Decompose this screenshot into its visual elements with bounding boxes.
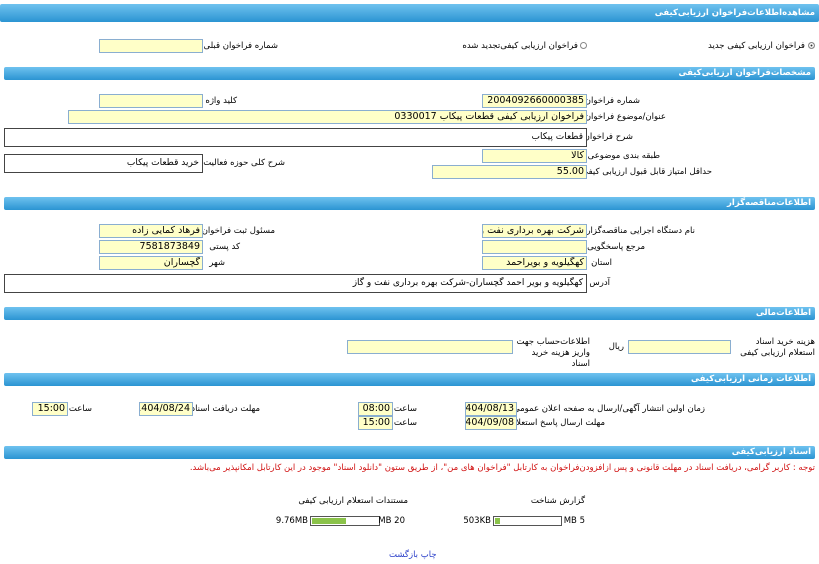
input: گچساران <box>99 256 203 270</box>
field-label: حداقل امتیاز قابل قبول ارزیابی کیفی <box>581 167 712 177</box>
field-label: طبقه بندی موضوعی <box>587 151 660 161</box>
field-label: آدرس <box>589 278 610 288</box>
field-label: استان <box>591 258 612 268</box>
section-title: اطلاعات‌مالی <box>4 307 815 320</box>
field-label: شرح کلی حوزه فعالیت <box>203 158 285 168</box>
file-name: گزارش شناخت <box>530 496 585 506</box>
page-title: مشاهده‌اطلاعات‌فراخوان ارزیابی‌کیفی <box>0 4 819 22</box>
radio-label: فراخوان ارزیابی کیفی جدید <box>708 41 805 51</box>
progress-fill <box>312 518 346 524</box>
unit-label: ریال <box>608 342 624 352</box>
field-label: نام دستگاه اجرایی مناقصه‌گزار <box>586 226 695 236</box>
field-label: ساعت <box>393 418 417 428</box>
progress <box>493 516 562 526</box>
field-label: عنوان/موضوع فراخوان <box>584 112 666 122</box>
field-label: مرجع پاسخگویی <box>587 242 645 252</box>
note: توجه : کاربر گرامی، دریافت اسناد در مهلت… <box>189 463 815 473</box>
actions: چاپ بازگشت <box>389 549 437 561</box>
input <box>347 340 513 354</box>
input <box>99 39 203 53</box>
input: فرهاد کمایی زاده <box>99 224 203 238</box>
field-label: ساعت <box>393 404 417 414</box>
radio[interactable] <box>580 42 587 49</box>
radio-label: فراخوان ارزیابی کیفی‌تجدید شده <box>462 41 578 51</box>
file-size: 9.76MB <box>275 516 308 526</box>
field-label: هزینه خرید اسناد استعلام ارزیابی کیفی <box>740 337 815 358</box>
field-label: شرح فراخوان <box>583 132 633 142</box>
field-label: کد پستی <box>209 242 240 252</box>
input: 15:00 <box>358 416 393 430</box>
field-label: شماره فراخوان <box>584 96 640 106</box>
file-max: 20 MB <box>378 516 405 526</box>
file-size: 503KB <box>463 516 491 526</box>
input: 1404/09/08 <box>465 416 517 430</box>
file-name: مستندات استعلام ارزیابی کیفی <box>298 496 408 506</box>
field-label: مهلت ارسال پاسخ استعلام <box>510 418 605 428</box>
input: 7581873849 <box>99 240 203 254</box>
progress-fill <box>495 518 500 524</box>
file-max: 5 MB <box>563 516 585 526</box>
input: کهگیلویه و بویراحمد <box>482 256 587 270</box>
field-label: مسئول ثبت فراخوان <box>201 226 275 236</box>
input: 2004092660000385 <box>482 94 587 108</box>
textbox: خرید قطعات پیکاب <box>4 154 203 173</box>
section-title: اطلاعات‌مناقصه‌گزار <box>4 197 815 210</box>
field-label: شماره فراخوان قبلی <box>203 41 278 51</box>
textbox: قطعات پیکاب <box>4 128 587 147</box>
link[interactable]: بازگشت <box>389 550 419 560</box>
link[interactable]: چاپ <box>420 550 437 560</box>
input <box>482 240 587 254</box>
field-label: زمان اولین انتشار آگهی/ارسال به صفحه اعل… <box>513 404 705 414</box>
input <box>628 340 731 354</box>
section-title: اطلاعات زمانی ارزیابی‌کیفی <box>4 373 815 386</box>
textbox: کهگیلویه و بویر احمد گچساران-شرکت بهره ب… <box>4 274 587 293</box>
field-label: ساعت <box>68 404 92 414</box>
progress <box>310 516 380 526</box>
input: 15:00 <box>32 402 68 416</box>
input: فراخوان ارزیابی کیفی قطعات پیکاب 0330017 <box>68 110 587 124</box>
input: 08:00 <box>358 402 393 416</box>
field-label: شهر <box>209 258 225 268</box>
field-label: اطلاعات‌حساب جهت واریز هزینه خرید اسناد <box>516 337 590 369</box>
input: 1404/08/13 <box>465 402 517 416</box>
section-title: اسناد ارزیابی‌کیفی <box>4 446 815 459</box>
input: شرکت بهره برداری نفت و گاز <box>482 224 587 238</box>
input: 55.00 <box>432 165 587 179</box>
field-label: کلید واژه <box>205 96 237 106</box>
input: کالا <box>482 149 587 163</box>
input: 1404/08/24 <box>139 402 193 416</box>
input <box>99 94 203 108</box>
field-label: مهلت دریافت اسناد <box>191 404 260 414</box>
section-title: مشخصات‌فراخوان ارزیابی‌کیفی <box>4 67 815 80</box>
radio-checked[interactable] <box>808 42 815 49</box>
